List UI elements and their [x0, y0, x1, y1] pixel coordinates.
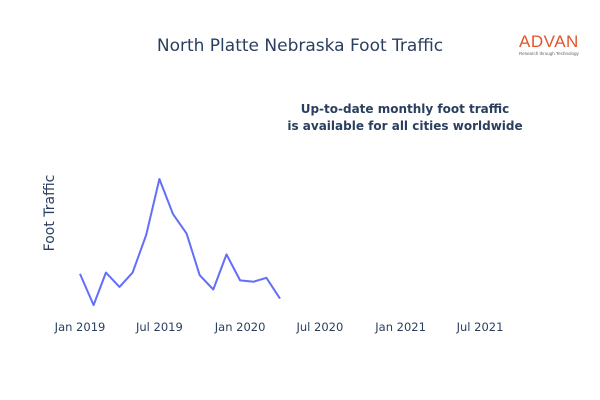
x-axis-ticks: Jan 2019 Jul 2019 Jan 2020 Jul 2020 Jan 2021… — [54, 320, 504, 334]
advan-logo: ADVAN Research through Technology — [519, 33, 591, 57]
x-tick-label: Jul 2021 — [456, 320, 504, 334]
series-layer — [79, 178, 281, 307]
logo-tagline: Research through Technology — [519, 51, 579, 56]
x-tick-label: Jul 2020 — [296, 320, 344, 334]
x-tick-label: Jul 2019 — [135, 320, 183, 334]
series-line — [79, 178, 281, 307]
x-tick-label: Jan 2019 — [54, 320, 106, 334]
logo-wordmark: ADVAN — [519, 32, 579, 51]
x-tick-label: Jan 2020 — [214, 320, 266, 334]
x-tick-label: Jan 2021 — [374, 320, 426, 334]
chart-title: North Platte Nebraska Foot Traffic — [156, 36, 444, 56]
annotation-line-2: is available for all cities worldwide — [287, 119, 523, 133]
annotation-line-1: Up-to-date monthly foot traffic — [300, 102, 510, 116]
chart-annotation: Up-to-date monthly foot traffic is avail… — [270, 101, 540, 135]
